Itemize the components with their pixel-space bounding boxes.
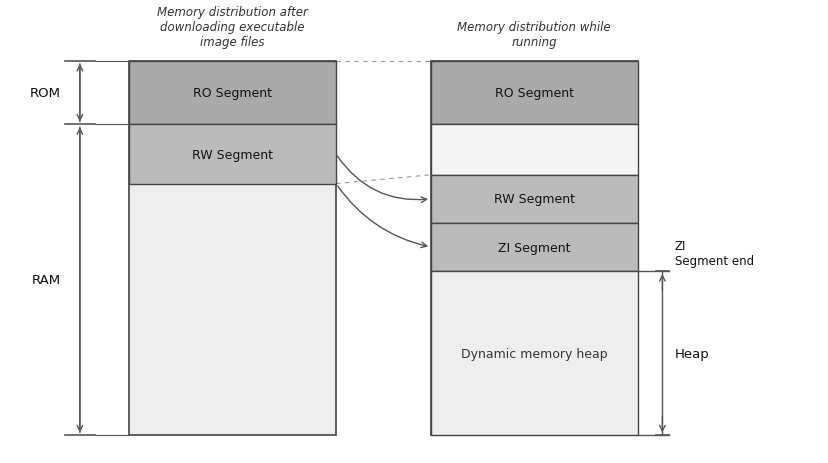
Bar [431,224,637,272]
Bar [431,175,637,224]
Text: RAM: RAM [31,274,60,287]
Text: Heap: Heap [674,347,709,360]
Bar [431,62,637,125]
Text: RW Segment: RW Segment [493,193,574,206]
Bar [431,272,637,435]
Text: ZI
Segment end: ZI Segment end [674,239,753,267]
Text: RW Segment: RW Segment [192,148,273,161]
Text: ZI Segment: ZI Segment [498,241,570,254]
Bar [129,62,335,435]
Text: Memory distribution while
running: Memory distribution while running [457,21,610,49]
Text: RO Segment: RO Segment [494,87,573,100]
Text: ROM: ROM [30,87,60,100]
Bar [431,62,637,435]
Text: RO Segment: RO Segment [193,87,272,100]
Bar [129,125,335,184]
Text: Memory distribution after
downloading executable
image files: Memory distribution after downloading ex… [157,6,308,49]
Bar [129,62,335,125]
Text: Dynamic memory heap: Dynamic memory heap [460,347,607,360]
Bar [431,125,637,175]
